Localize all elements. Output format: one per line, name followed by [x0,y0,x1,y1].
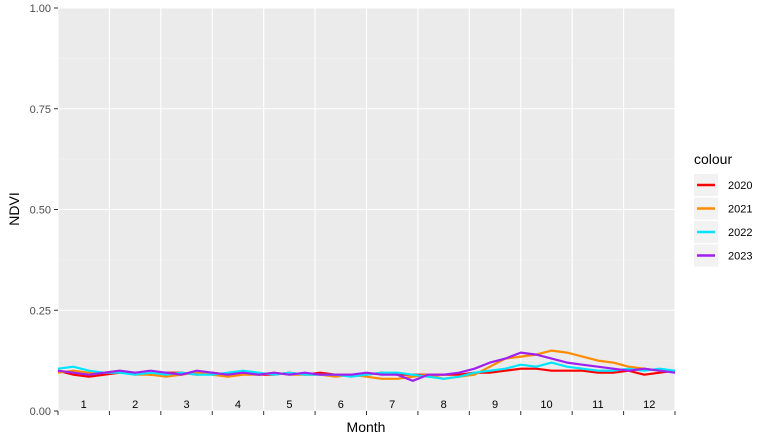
x-tick-label: 5 [286,399,292,411]
y-tick-label: 0.75 [30,104,51,116]
x-axis-title: Month [347,419,386,435]
x-tick-label: 12 [643,399,655,411]
x-tick-label: 10 [540,399,552,411]
series-line-2023 [57,351,676,382]
y-tick-label: 0.00 [30,406,51,418]
axes: 0.000.250.500.751.001 2 3 4 5 6 7 8 9 10 11 12 [30,3,676,418]
y-axis-title: NDVI [6,192,22,225]
x-tick-label: 11 [592,399,603,411]
legend-label-2022: 2022 [728,227,752,239]
x-tick-label: 8 [441,399,447,411]
y-tick-label: 0.25 [30,305,51,317]
x-tick-label: 3 [183,399,189,411]
y-tick-label: 0.50 [30,205,51,217]
legend-title: colour [694,151,732,167]
x-tick-label: 6 [338,399,344,411]
x-tick-label: 9 [492,399,498,411]
legend-label-2023: 2023 [728,251,752,263]
x-tick-label: 2 [132,399,138,411]
legend: colour 2020 2021 2022 2023 [694,151,752,267]
x-tick-label: 4 [235,399,241,411]
x-tick-label: 7 [389,399,395,411]
series-lines [57,349,676,382]
series-line-2022 [57,361,676,380]
series-line-2021 [57,349,675,380]
legend-label-2020: 2020 [728,180,752,192]
legend-label-2021: 2021 [728,204,752,216]
y-tick-label: 1.00 [30,3,51,15]
x-tick-label: 1 [81,399,87,411]
